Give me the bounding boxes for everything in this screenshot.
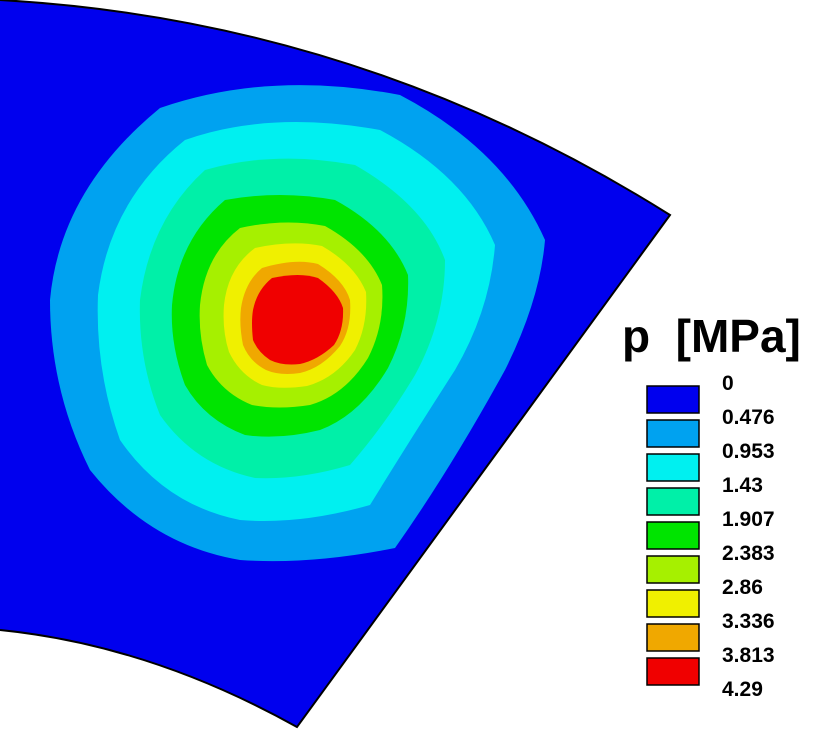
legend-title: p [MPa] [622,310,801,362]
legend-tick-3: 1.43 [722,474,763,497]
legend-swatch-0 [646,385,700,414]
legend-tick-2: 0.953 [722,440,775,463]
legend-swatch-8 [646,657,700,686]
legend-tick-7: 3.336 [722,610,775,633]
legend-swatch-3 [646,487,700,516]
legend-swatch-7 [646,623,700,652]
legend-tick-8: 3.813 [722,644,775,667]
legend-tick-4: 1.907 [722,508,775,531]
legend-tick-0: 0 [722,372,734,395]
contour-band-8 [252,275,344,365]
legend-tick-5: 2.383 [722,542,775,565]
legend-ticks: 0 0.476 0.953 1.43 1.907 2.383 2.86 3.336 3.813 4… [722,372,775,701]
legend-swatch-2 [646,453,700,482]
legend-swatch-5 [646,555,700,584]
legend-swatch-1 [646,419,700,448]
legend-swatch-4 [646,521,700,550]
sector-outline [0,0,672,729]
legend-swatches [646,385,700,686]
legend: p [MPa] 0 0.476 0.953 1.43 1.907 2.383 2.86 3.3… [622,310,801,701]
legend-swatch-6 [646,589,700,618]
legend-tick-1: 0.476 [722,406,775,429]
legend-tick-6: 2.86 [722,576,763,599]
legend-tick-9: 4.29 [722,678,763,701]
